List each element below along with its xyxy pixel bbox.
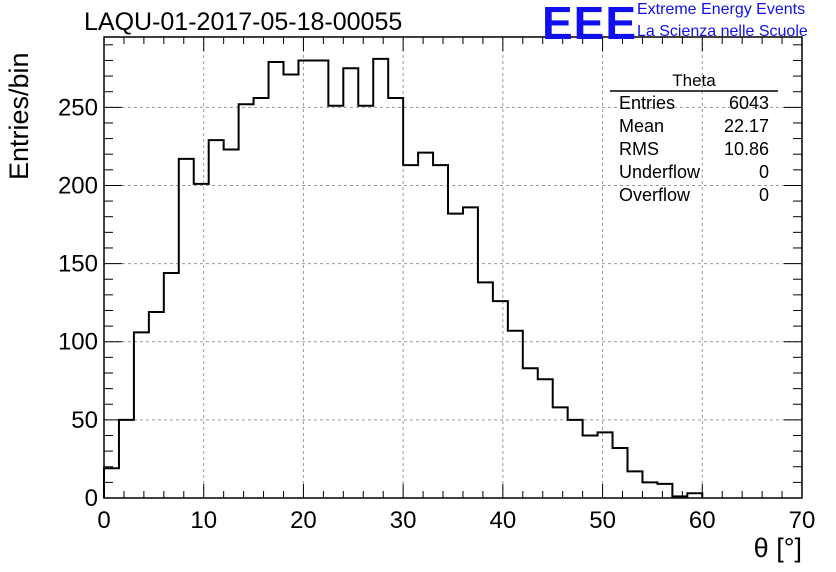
y-tick-label: 150	[58, 251, 98, 278]
histogram-bin	[298, 60, 313, 498]
x-tick-label: 50	[589, 507, 616, 534]
stats-value: 0	[758, 185, 769, 205]
histogram-bin	[657, 484, 672, 498]
histogram-bin	[254, 98, 269, 498]
stats-value: 10.86	[723, 139, 769, 159]
stats-key: RMS	[619, 139, 659, 159]
logo-line-2: La Scienza nelle Scuole	[637, 23, 808, 40]
histogram-bin	[642, 482, 657, 498]
stats-key: Entries	[619, 93, 676, 113]
y-tick-label: 200	[58, 172, 98, 199]
histogram-bin	[568, 420, 583, 498]
histogram-bin	[104, 468, 119, 498]
histogram-bin	[478, 282, 493, 498]
histogram-bin	[269, 62, 284, 498]
histogram-bin	[283, 75, 298, 498]
histogram-bin	[134, 332, 149, 498]
stats-key: Overflow	[619, 185, 691, 205]
histogram-bin	[209, 140, 224, 498]
x-tick-label: 10	[190, 507, 217, 534]
stats-value: 6043	[728, 93, 769, 113]
histogram-bin	[194, 184, 209, 498]
y-tick-label: 250	[58, 94, 98, 121]
histogram-bin	[583, 435, 598, 498]
stats-value: 0	[758, 162, 769, 182]
y-tick-label: 50	[71, 407, 98, 434]
logo-line-1: Extreme Energy Events	[637, 1, 806, 18]
histogram-bin	[598, 432, 613, 498]
histogram-bin	[433, 165, 448, 498]
histogram-bin	[373, 59, 388, 498]
x-tick-label: 40	[490, 507, 517, 534]
chart-title: LAQU-01-2017-05-18-00055	[84, 8, 403, 36]
histogram-bin	[613, 448, 628, 498]
x-tick-label: 60	[689, 507, 716, 534]
histogram-bin	[403, 165, 418, 498]
histogram-bin	[493, 301, 508, 498]
histogram-bin	[224, 150, 239, 498]
x-tick-label: 20	[290, 507, 317, 534]
histogram-bin	[418, 153, 433, 498]
x-tick-label: 30	[390, 507, 417, 534]
histogram-bin	[523, 368, 538, 498]
x-axis-label: θ [°]	[753, 533, 802, 563]
stats-value: 22.17	[723, 116, 769, 136]
x-tick-label: 70	[789, 507, 816, 534]
histogram-outline	[103, 57, 704, 498]
histogram-bin	[328, 106, 343, 498]
y-tick-label: 0	[85, 485, 98, 512]
stats-key: Mean	[619, 116, 665, 136]
histogram-bin	[164, 273, 179, 498]
y-axis-label: Entries/bin	[4, 52, 34, 180]
eee-logo: EEE	[542, 0, 638, 49]
histogram-bin	[119, 420, 134, 498]
histogram-bin	[448, 214, 463, 498]
y-tick-label: 100	[58, 329, 98, 356]
histogram-bin	[463, 207, 478, 498]
histogram-bin	[313, 60, 328, 498]
histogram-bin	[179, 159, 194, 498]
histogram-bin	[538, 379, 553, 498]
histogram-bin	[553, 407, 568, 498]
histogram-bin	[343, 68, 358, 498]
x-tick-label: 0	[97, 507, 110, 534]
histogram-bin	[388, 98, 403, 498]
histogram-bin	[239, 104, 254, 498]
plot-frame	[103, 36, 803, 499]
histogram-bin	[628, 471, 643, 498]
histogram-bin	[358, 106, 373, 498]
histogram-bin	[508, 331, 523, 498]
histogram-bin	[149, 312, 164, 498]
stats-key: Underflow	[619, 162, 701, 182]
stats-box-title: Theta	[672, 71, 716, 90]
